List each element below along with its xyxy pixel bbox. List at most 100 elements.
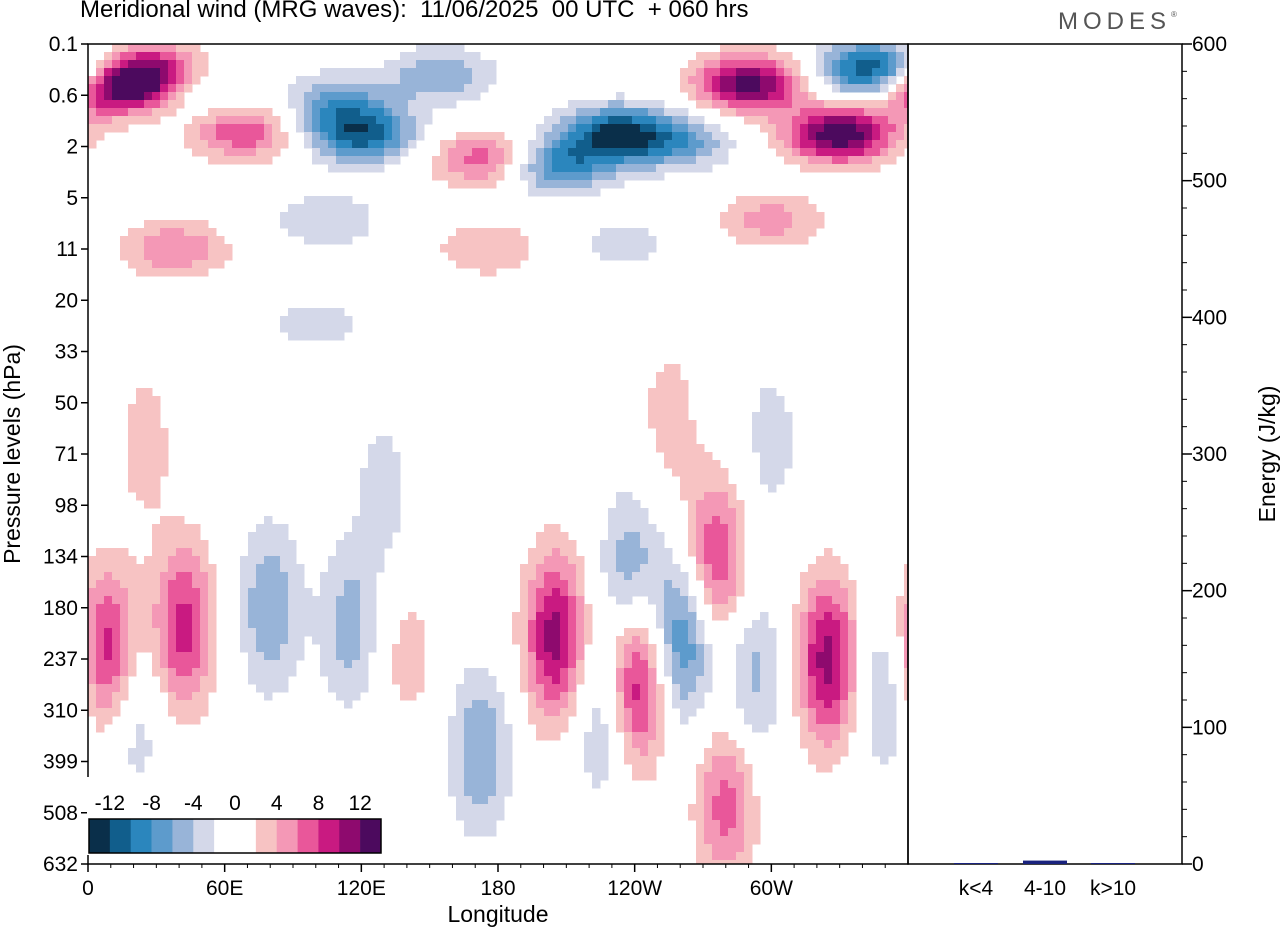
heatmap-cell <box>624 700 633 709</box>
heatmap-cell <box>736 548 745 557</box>
heatmap-cell <box>776 100 785 109</box>
heatmap-cell <box>344 540 353 549</box>
heatmap-cell <box>824 700 833 709</box>
heatmap-cell <box>288 604 297 613</box>
heatmap-cell <box>400 148 409 157</box>
heatmap-cell <box>328 660 337 669</box>
heatmap-cell <box>888 700 897 709</box>
heatmap-cell <box>824 60 833 69</box>
heatmap-cell <box>840 116 849 125</box>
heatmap-cell <box>776 108 785 117</box>
heatmap-cell <box>672 372 681 381</box>
heatmap-cell <box>680 436 689 445</box>
heatmap-cell <box>272 588 281 597</box>
heatmap-cell <box>400 652 409 661</box>
heatmap-cell <box>120 676 129 685</box>
heatmap-cell <box>248 556 257 565</box>
heatmap-cell <box>352 604 361 613</box>
heatmap-cell <box>904 580 908 589</box>
heatmap-cell <box>448 748 457 757</box>
heatmap-cell <box>280 564 289 573</box>
heatmap-cell <box>472 164 481 173</box>
heatmap-cell <box>464 684 473 693</box>
heatmap-cell <box>704 860 713 864</box>
heatmap-cell <box>744 692 753 701</box>
heatmap-cell <box>560 132 569 141</box>
heatmap-cell <box>416 92 425 101</box>
heatmap-cell <box>224 124 233 133</box>
heatmap-cell <box>544 660 553 669</box>
heatmap-cell <box>264 548 273 557</box>
heatmap-cell <box>672 436 681 445</box>
heatmap-cell <box>664 444 673 453</box>
heatmap-cell <box>648 676 657 685</box>
heatmap-cell <box>360 204 369 213</box>
heatmap-cell <box>256 148 265 157</box>
heatmap-cell <box>176 532 185 541</box>
heatmap-cell <box>776 468 785 477</box>
heatmap-cell <box>88 708 97 717</box>
heatmap-cell <box>208 244 217 253</box>
heatmap-cell <box>144 460 153 469</box>
heatmap-cell <box>104 644 113 653</box>
heatmap-cell <box>672 620 681 629</box>
heatmap-cell <box>536 628 545 637</box>
heatmap-cell <box>816 692 825 701</box>
heatmap-cell <box>456 716 465 725</box>
heatmap-cell <box>464 756 473 765</box>
heatmap-cell <box>416 76 425 85</box>
heatmap-cell <box>456 68 465 77</box>
heatmap-cell <box>456 700 465 709</box>
heatmap-cell <box>656 172 665 181</box>
heatmap-cell <box>272 132 281 141</box>
heatmap-cell <box>288 540 297 549</box>
heatmap-cell <box>200 140 209 149</box>
heatmap-cell <box>160 540 169 549</box>
heatmap-cell <box>744 68 753 77</box>
heatmap-cell <box>256 140 265 149</box>
heatmap-cell <box>776 228 785 237</box>
heatmap-cell <box>176 692 185 701</box>
heatmap-cell <box>672 444 681 453</box>
heatmap-cell <box>840 76 849 85</box>
heatmap-cell <box>392 156 401 165</box>
heatmap-cell <box>408 652 417 661</box>
heatmap-cell <box>152 52 161 61</box>
heatmap-cell <box>648 156 657 165</box>
heatmap-cell <box>336 92 345 101</box>
heatmap-cell <box>560 548 569 557</box>
heatmap-cell <box>464 700 473 709</box>
heatmap-cell <box>360 500 369 509</box>
heatmap-cell <box>184 140 193 149</box>
heatmap-cell <box>728 564 737 573</box>
heatmap-cell <box>304 588 313 597</box>
heatmap-cell <box>624 732 633 741</box>
heatmap-cell <box>464 132 473 141</box>
heatmap-cell <box>144 44 153 53</box>
heatmap-cell <box>640 100 649 109</box>
heatmap-cell <box>728 532 737 541</box>
heatmap-cell <box>624 524 633 533</box>
heatmap-cell <box>168 268 177 277</box>
heatmap-cell <box>176 620 185 629</box>
heatmap-cell <box>352 676 361 685</box>
heatmap-cell <box>288 316 297 325</box>
heatmap-cell <box>192 652 201 661</box>
heatmap-cell <box>664 620 673 629</box>
heatmap-cell <box>664 572 673 581</box>
heatmap-cell <box>848 124 857 133</box>
heatmap-cell <box>528 588 537 597</box>
heatmap-cell <box>800 652 809 661</box>
heatmap-cell <box>152 428 161 437</box>
heatmap-cell <box>784 84 793 93</box>
heatmap-cell <box>768 476 777 485</box>
heatmap-cell <box>792 76 801 85</box>
heatmap-cell <box>504 140 513 149</box>
heatmap-cell <box>424 76 433 85</box>
heatmap-cell <box>680 380 689 389</box>
heatmap-cell <box>568 108 577 117</box>
heatmap-cell <box>360 652 369 661</box>
heatmap-cell <box>768 68 777 77</box>
heatmap-cell <box>856 140 865 149</box>
heatmap-cell <box>192 564 201 573</box>
